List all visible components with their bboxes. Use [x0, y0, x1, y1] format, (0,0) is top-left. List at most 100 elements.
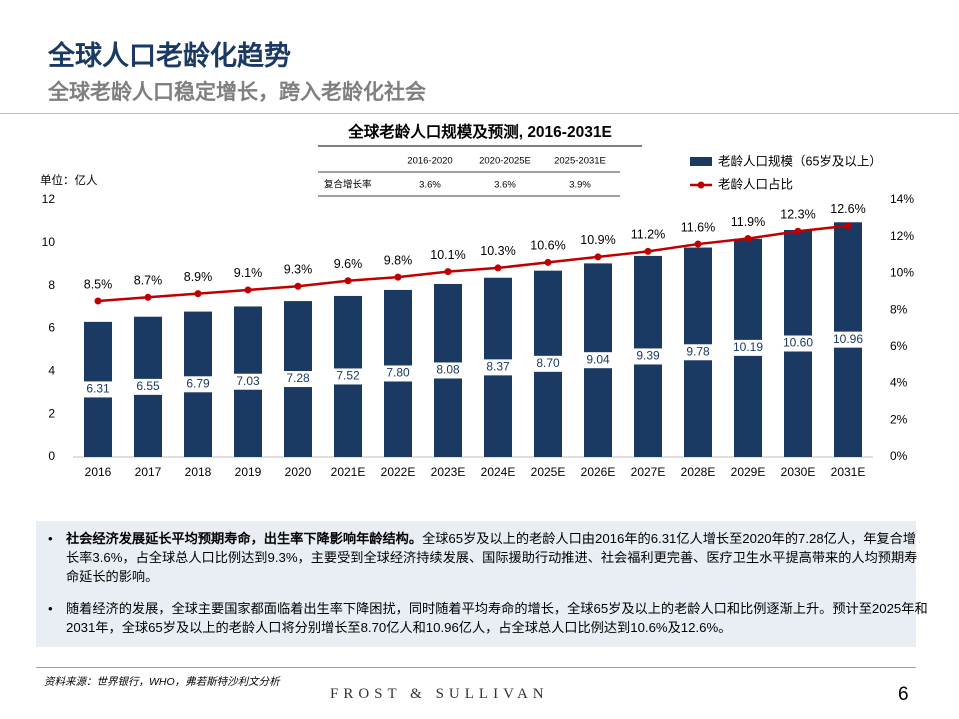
table-cell: 3.6% [494, 180, 516, 191]
data-label: 10.96 [833, 332, 863, 346]
line-point [144, 293, 152, 301]
data-label-box [482, 359, 514, 376]
data-label-box [728, 339, 768, 356]
y2-tick-label: 6% [890, 339, 908, 353]
data-label: 10.3% [480, 244, 515, 258]
x-tick-label: 2019 [235, 465, 262, 479]
line-point [394, 273, 402, 281]
y2-tick-label: 8% [890, 302, 908, 316]
x-tick-label: 2017 [135, 465, 162, 479]
y2-tick-label: 2% [890, 412, 908, 426]
data-label: 8.37 [486, 360, 510, 374]
x-tick-label: 2024E [481, 465, 516, 479]
line [97, 224, 849, 303]
data-label: 10.1% [430, 248, 465, 262]
data-label: 11.2% [631, 228, 666, 242]
data-label: 10.9% [580, 233, 615, 247]
data-label-box [682, 344, 714, 361]
line-point [244, 286, 252, 294]
x-tick-label: 2020 [285, 465, 312, 479]
data-label: 9.3% [284, 263, 313, 277]
x-tick-label: 2025E [531, 465, 566, 479]
table-row-label: 复合增长率 [324, 179, 372, 191]
data-label-box [232, 373, 264, 390]
data-label: 9.6% [334, 257, 363, 271]
data-label: 6.31 [86, 382, 110, 396]
table-header: 2025-2031E [554, 156, 606, 167]
data-label: 12.6% [830, 202, 865, 216]
line-point [94, 297, 102, 305]
y-unit: 单位：亿人 [40, 173, 98, 187]
legend-swatch [690, 157, 712, 166]
y-tick-label: 12 [42, 192, 56, 206]
line-point [594, 253, 602, 261]
table-cell: 3.9% [569, 180, 591, 191]
data-label-box [332, 368, 364, 385]
y-tick-label: 6 [48, 321, 55, 335]
bullet-text: 随着经济的发展，全球主要国家都面临着出生率下降困扰，同时随着平均寿命的增长，全球… [66, 601, 928, 635]
x-tick-label: 2030E [781, 465, 816, 479]
y-tick-label: 10 [42, 235, 56, 249]
data-label: 6.55 [136, 379, 160, 393]
y2-tick-label: 12% [890, 229, 914, 243]
data-label-box [828, 331, 868, 348]
line-point [644, 247, 652, 255]
line-point [744, 235, 752, 243]
data-label-box [132, 378, 164, 395]
data-label: 9.04 [586, 352, 610, 366]
data-label-box [82, 381, 114, 398]
x-tick-label: 2022E [381, 465, 416, 479]
data-label-box [282, 371, 314, 388]
x-tick-label: 2018 [185, 465, 212, 479]
data-label: 8.70 [536, 356, 560, 370]
divider [0, 113, 959, 114]
data-label: 8.7% [134, 274, 163, 288]
data-label: 11.9% [731, 215, 766, 229]
data-label: 7.03 [236, 374, 260, 388]
data-label: 10.6% [530, 239, 565, 253]
bullet: 随着经济的发展，全球主要国家都面临着出生率下降困扰，同时随着平均寿命的增长，全球… [48, 599, 928, 637]
title: 全球人口老龄化趋势 [48, 41, 291, 71]
data-label: 12.3% [780, 208, 815, 222]
legend-swatch [697, 181, 705, 189]
y2-tick-label: 10% [890, 266, 914, 280]
line-point [444, 268, 452, 276]
line-point [544, 258, 552, 266]
bullet-box: 社会经济发展延长平均预期寿命，出生率下降影响年龄结构。全球65岁及以上的老龄人口… [36, 521, 928, 647]
bullet-lead: 社会经济发展延长平均预期寿命，出生率下降影响年龄结构。 [66, 531, 423, 546]
legend-label: 老龄人口占比 [718, 176, 793, 191]
y-tick-label: 0 [48, 449, 55, 463]
y-tick-label: 8 [48, 278, 55, 292]
x-tick-label: 2016 [85, 465, 112, 479]
data-label: 9.1% [234, 266, 263, 280]
data-label: 8.08 [436, 363, 460, 377]
data-label: 8.5% [84, 277, 113, 291]
page-number: 6 [898, 684, 909, 705]
data-label: 11.6% [681, 220, 716, 234]
line-point [344, 277, 352, 285]
data-label-box [382, 365, 414, 382]
data-label: 7.28 [286, 371, 310, 385]
line-point [194, 290, 202, 298]
table-header: 2020-2025E [479, 156, 531, 167]
line-point [494, 264, 502, 272]
chart-title: 全球老龄人口规模及预测, 2016-2031E [347, 122, 612, 141]
source: 资料来源：世界银行，WHO，弗若斯特沙利文分析 [44, 676, 280, 688]
x-tick-label: 2027E [631, 465, 666, 479]
data-label: 9.39 [636, 349, 660, 363]
x-tick-label: 2029E [731, 465, 766, 479]
line-point [694, 240, 702, 248]
line-point [794, 227, 802, 235]
data-label-box [182, 376, 214, 393]
divider [36, 667, 916, 668]
x-tick-label: 2028E [681, 465, 716, 479]
subtitle: 全球老龄人口稳定增长，跨入老龄化社会 [48, 81, 426, 104]
y2-tick-label: 14% [890, 192, 914, 206]
bullet-text: 全球65岁及以上的老龄人口由2016年的6.31亿人增长至2020年的7.28亿… [66, 531, 918, 584]
y-tick-label: 2 [48, 406, 55, 420]
data-label: 9.8% [384, 253, 413, 267]
x-tick-label: 2021E [331, 465, 366, 479]
chart: 全球老龄人口规模及预测, 2016-2031E 单位：亿人 2016-2020 2… [40, 122, 914, 479]
line-point [294, 282, 302, 290]
